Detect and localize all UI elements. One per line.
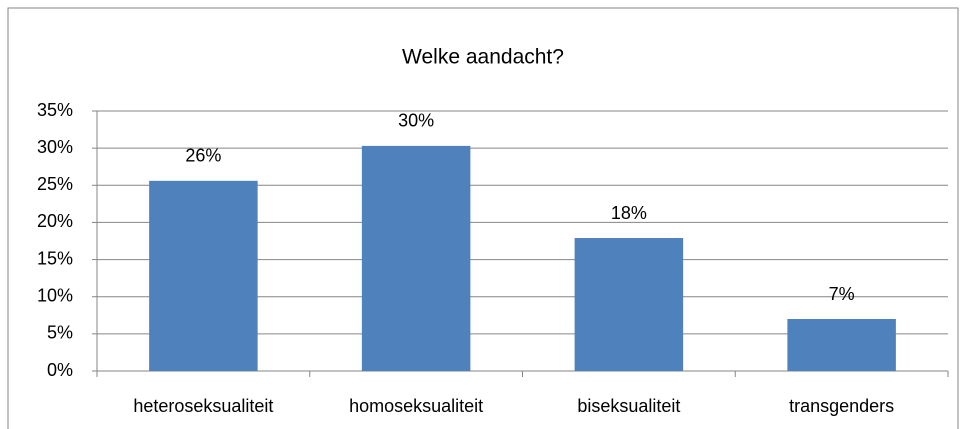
value-label: 26%: [185, 146, 221, 166]
bar: [149, 180, 258, 371]
x-tick-label: transgenders: [789, 396, 894, 416]
y-tick-label: 15%: [37, 248, 73, 268]
bar: [787, 319, 896, 371]
value-label: 7%: [829, 284, 855, 304]
y-tick-label: 35%: [37, 100, 73, 120]
y-tick-label: 30%: [37, 137, 73, 157]
y-tick-label: 5%: [47, 323, 73, 343]
chart-border: [7, 7, 959, 429]
x-tick-label: homoseksualiteit: [349, 396, 483, 416]
chart-title: Welke aandacht?: [402, 46, 564, 69]
value-label: 18%: [611, 203, 647, 223]
y-tick-label: 10%: [37, 285, 73, 305]
y-tick-label: 25%: [37, 174, 73, 194]
bar: [361, 145, 471, 371]
x-tick-label: heteroseksualiteit: [133, 396, 273, 416]
y-tick-label: 0%: [47, 360, 73, 380]
bar: [574, 238, 684, 371]
y-tick-label: 20%: [37, 211, 73, 231]
x-tick-label: biseksualiteit: [577, 396, 680, 416]
value-label: 30%: [398, 111, 434, 131]
